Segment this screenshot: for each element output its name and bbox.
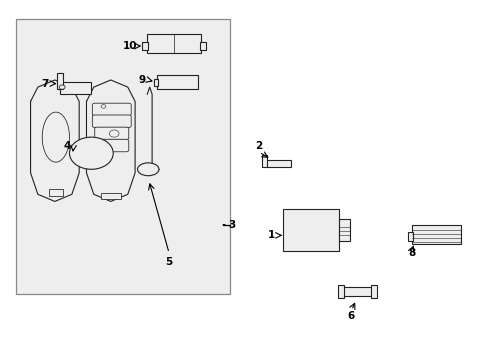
Text: 8: 8 — [408, 248, 415, 258]
Bar — [411, 225, 460, 244]
Bar — [60, 82, 91, 94]
Text: 2: 2 — [255, 141, 262, 151]
Text: 1: 1 — [267, 230, 274, 240]
Bar — [57, 73, 63, 89]
Ellipse shape — [109, 130, 119, 137]
Bar — [283, 208, 339, 251]
Text: 9: 9 — [139, 75, 145, 85]
Bar — [147, 33, 201, 53]
Bar — [16, 19, 229, 294]
Bar — [371, 285, 376, 298]
Bar — [142, 42, 148, 50]
Text: 4: 4 — [63, 141, 71, 151]
Text: 6: 6 — [347, 311, 354, 321]
Bar — [153, 78, 158, 86]
FancyBboxPatch shape — [95, 139, 128, 152]
Ellipse shape — [59, 85, 65, 89]
Text: 10: 10 — [123, 41, 137, 51]
FancyBboxPatch shape — [92, 115, 131, 127]
Bar — [200, 42, 205, 50]
Ellipse shape — [42, 112, 69, 162]
Bar — [266, 160, 290, 167]
Bar — [337, 285, 343, 298]
Ellipse shape — [137, 163, 159, 176]
Text: 3: 3 — [228, 220, 236, 230]
Bar — [339, 219, 349, 241]
Bar — [48, 189, 63, 196]
Ellipse shape — [101, 105, 106, 108]
Bar — [101, 193, 120, 199]
Text: 7: 7 — [41, 78, 49, 89]
FancyBboxPatch shape — [95, 127, 128, 140]
Bar — [407, 232, 412, 241]
FancyBboxPatch shape — [92, 103, 131, 116]
Bar — [341, 287, 372, 296]
Text: 5: 5 — [165, 257, 172, 267]
Bar — [157, 75, 198, 89]
Ellipse shape — [69, 137, 113, 169]
Bar — [261, 155, 267, 167]
